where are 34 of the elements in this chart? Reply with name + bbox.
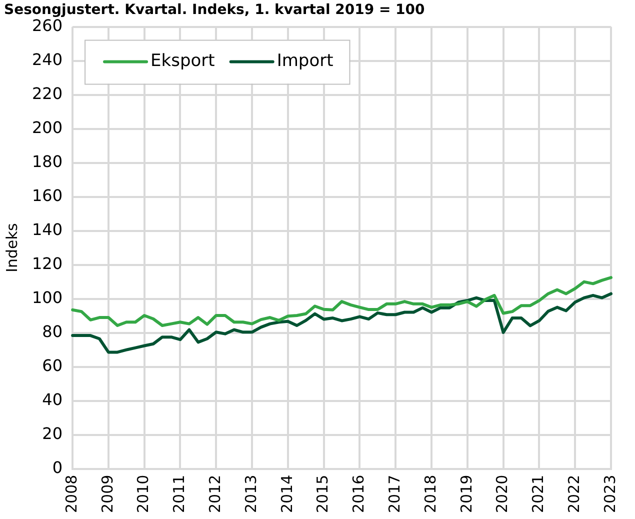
y-tick-label: 40 — [42, 390, 63, 409]
y-tick-label: 160 — [32, 186, 63, 205]
x-tick-label: 2014 — [278, 474, 296, 514]
y-tick-label: 180 — [32, 152, 63, 171]
x-tick-label: 2008 — [62, 474, 80, 514]
y-tick-label: 100 — [32, 288, 63, 307]
y-tick-label: 240 — [32, 50, 63, 69]
y-tick-label: 220 — [32, 84, 63, 103]
y-axis-title: Indeks — [2, 223, 21, 272]
y-tick-label: 60 — [42, 356, 63, 375]
y-tick-label: 80 — [42, 322, 63, 341]
x-tick-label: 2016 — [350, 474, 368, 514]
y-tick-label: 260 — [32, 16, 63, 35]
y-tick-label: 120 — [32, 254, 63, 273]
x-tick-label: 2019 — [457, 474, 476, 514]
y-tick-label: 20 — [42, 424, 63, 443]
x-tick-label: 2021 — [529, 474, 548, 514]
chart-title: Sesongjustert. Kvartal. Indeks, 1. kvartal 2019 = 100 — [4, 2, 426, 18]
x-tick-label: 2010 — [134, 474, 152, 514]
x-tick-label: 2011 — [170, 474, 188, 514]
x-tick-label: 2020 — [493, 474, 512, 514]
x-tick-label: 2017 — [386, 474, 404, 514]
x-tick-label: 2022 — [564, 474, 583, 514]
legend-label: Import — [276, 51, 334, 72]
y-tick-label: 200 — [32, 118, 63, 137]
x-tick-label: 2018 — [421, 474, 440, 514]
x-tick-label: 2023 — [600, 474, 619, 514]
x-tick-label: 2013 — [242, 474, 260, 514]
x-tick-label: 2009 — [98, 474, 116, 514]
legend-label: Eksport — [150, 51, 216, 72]
y-tick-label: 140 — [32, 220, 63, 239]
x-tick-label: 2015 — [314, 474, 332, 514]
x-tick-label: 2012 — [206, 474, 224, 514]
y-tick-label: 0 — [52, 458, 63, 477]
